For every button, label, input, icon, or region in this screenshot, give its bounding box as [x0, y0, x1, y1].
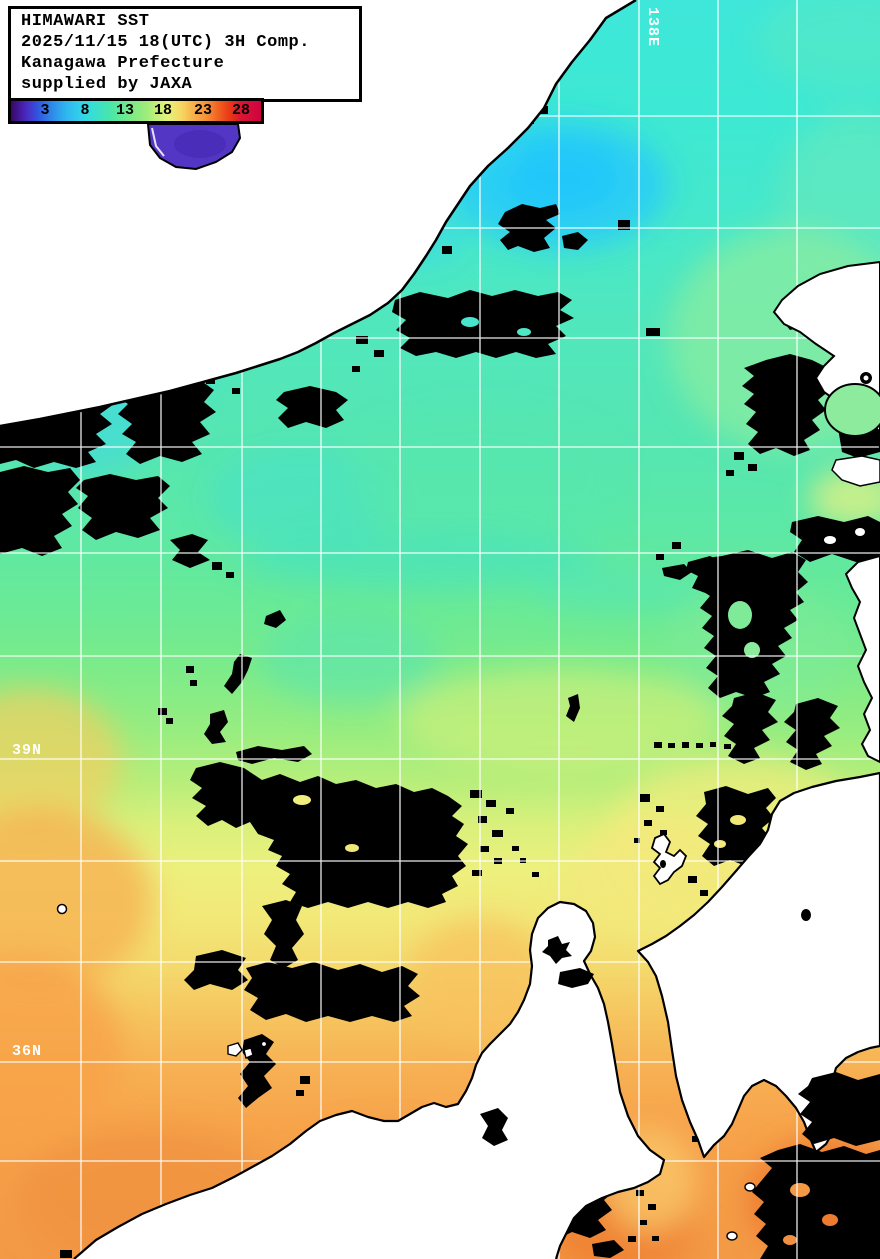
nanatsu-islets [227, 1042, 254, 1059]
data-supplier: supplied by JAXA [21, 75, 193, 94]
coastline-russia [0, 0, 637, 428]
colorbar-tick-18: 18 [153, 102, 173, 119]
sado-notch [660, 860, 666, 868]
small-islet-west [56, 903, 68, 915]
land-honshu-noto [74, 902, 664, 1259]
colorbar-tick-23: 23 [193, 102, 213, 119]
islet-ring-center [863, 375, 869, 381]
longitude-label-138e: 138E [644, 7, 661, 48]
title-box: HIMAWARI SST 2025/11/15 18(UTC) 3H Comp.… [8, 6, 362, 102]
region-name: Kanagawa Prefecture [21, 54, 225, 73]
colorbar-tick-28: 28 [231, 102, 251, 119]
coastline-honshu-noto [73, 900, 666, 1259]
islet-toyama-2 [726, 1231, 738, 1241]
latitude-label-39n: 39N [12, 742, 43, 759]
land-aomori-strip [844, 554, 880, 764]
latitude-label-36n: 36N [12, 1043, 43, 1060]
colorbar-tick-13: 13 [115, 102, 135, 119]
funka-bay [824, 383, 880, 437]
islet-toyama-1 [744, 1182, 756, 1192]
islet-right-edge [831, 455, 880, 487]
islands-and-onland-details [56, 832, 880, 1241]
colorbar-tick-3: 3 [40, 102, 50, 119]
temperature-colorbar: 3 8 13 18 23 28 [8, 98, 264, 124]
datetime-composite-info: 2025/11/15 18(UTC) 3H Comp. [21, 33, 310, 52]
product-title: HIMAWARI SST [21, 12, 150, 31]
tiny-islet [260, 1040, 268, 1048]
onland-cloud-bits [480, 909, 880, 1146]
colorbar-tick-8: 8 [80, 102, 90, 119]
sado-island [650, 832, 688, 886]
